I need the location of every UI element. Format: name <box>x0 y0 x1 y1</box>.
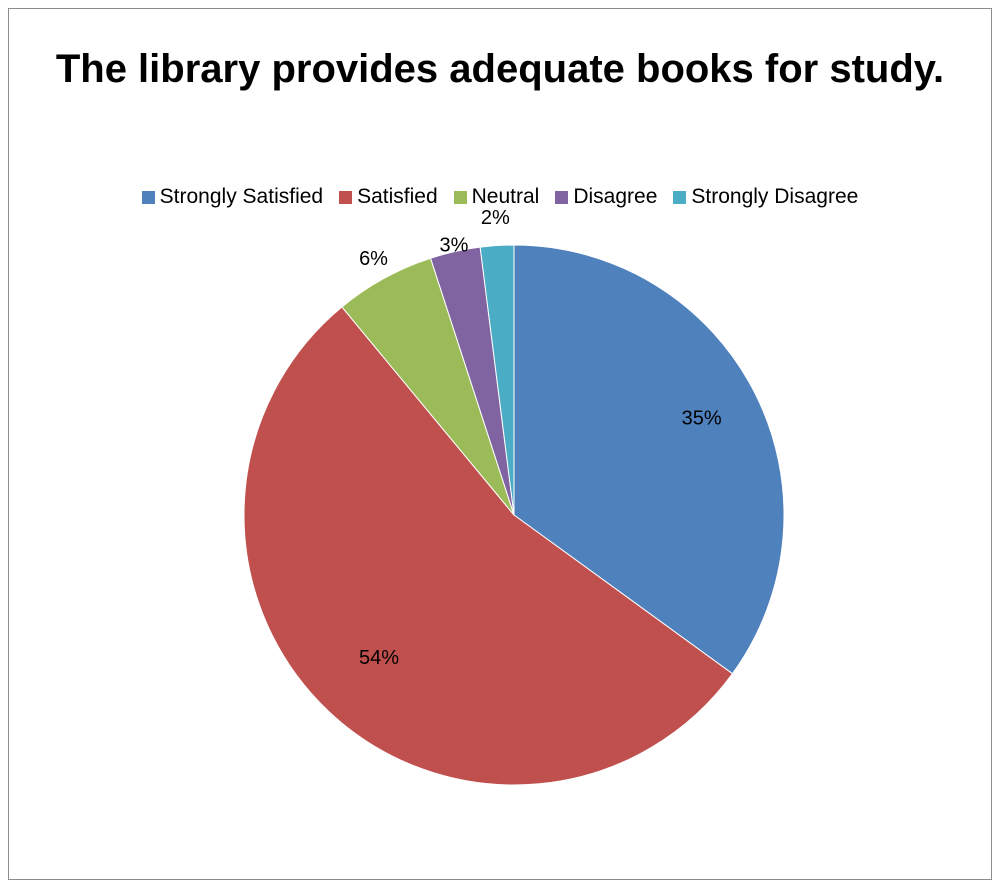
chart-title: The library provides adequate books for … <box>55 47 945 91</box>
chart-legend: Strongly Satisfied Satisfied Neutral Dis… <box>9 185 991 209</box>
legend-item-strongly-satisfied: Strongly Satisfied <box>141 185 324 209</box>
data-label: 54% <box>359 647 399 669</box>
legend-swatch <box>555 190 569 204</box>
legend-label: Neutral <box>471 185 540 208</box>
legend-label: Disagree <box>573 185 658 208</box>
chart-frame: The library provides adequate books for … <box>8 8 992 880</box>
legend-swatch <box>141 190 155 204</box>
legend-label: Strongly Disagree <box>691 185 859 208</box>
legend-item-strongly-disagree: Strongly Disagree <box>673 185 858 209</box>
data-label: 3% <box>439 235 468 257</box>
pie-slice-strongly-satisfied <box>513 244 785 675</box>
pie-chart: 35% 54% 6% 3% 2% <box>243 207 785 786</box>
pie-slice-satisfied <box>243 306 734 786</box>
data-label: 35% <box>682 408 722 430</box>
legend-swatch <box>673 190 687 204</box>
legend-item-disagree: Disagree <box>555 185 657 209</box>
data-label: 2% <box>481 207 510 229</box>
data-label: 6% <box>359 248 388 270</box>
legend-item-neutral: Neutral <box>453 185 540 209</box>
legend-swatch <box>339 190 353 204</box>
pie-slice-strongly-disagree <box>479 244 515 516</box>
legend-label: Satisfied <box>357 185 438 208</box>
legend-label: Strongly Satisfied <box>159 185 324 208</box>
legend-swatch <box>453 190 467 204</box>
legend-item-satisfied: Satisfied <box>339 185 438 209</box>
